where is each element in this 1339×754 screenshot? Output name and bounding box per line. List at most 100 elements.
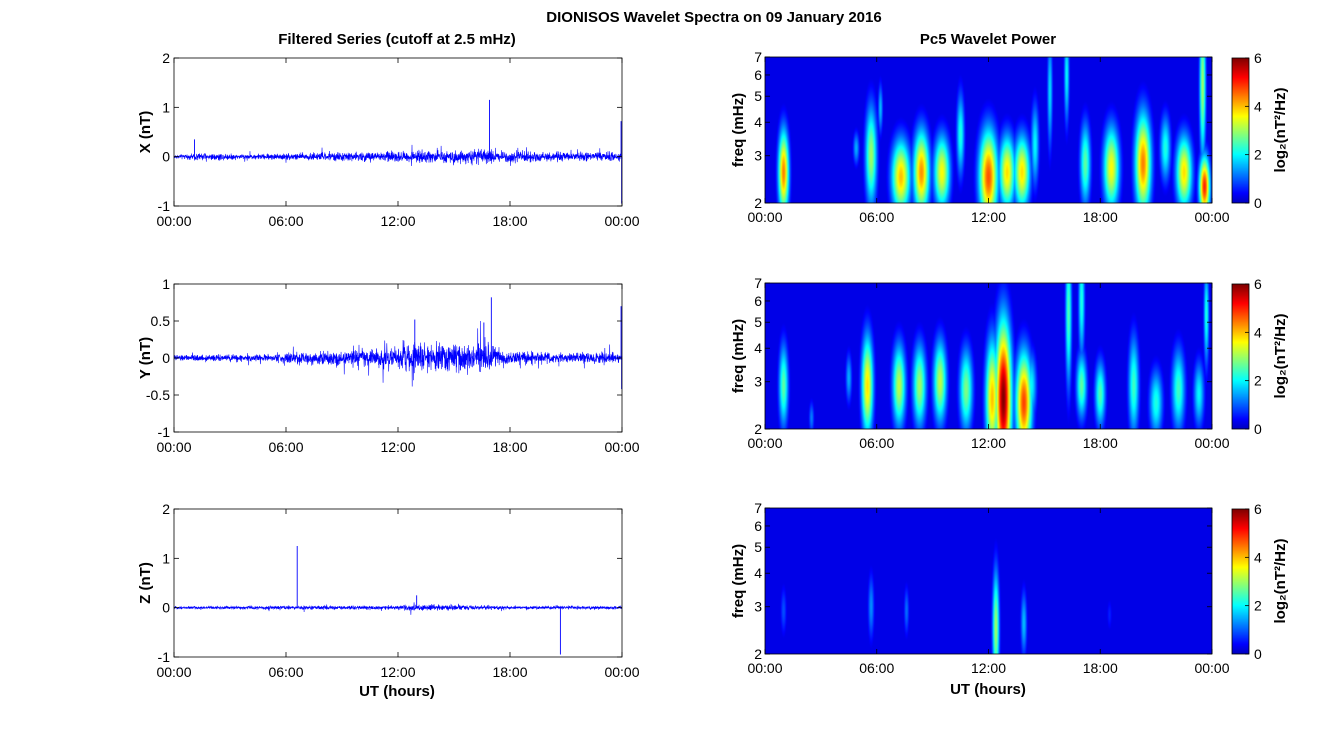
y-wavelet-panel: 2 3 4 5 6 7 00:00 06:00 12:00 18:00 00:00 freq (mHz… — [730, 275, 1289, 451]
x-series-xtick-label: 00:00 — [156, 213, 191, 229]
x-wavelet-heatmap — [765, 57, 1212, 203]
x-series-ytick-label: 2 — [162, 50, 170, 66]
y-wavelet-xtick-label: 06:00 — [859, 435, 894, 451]
z-wavelet-xtick-label: 12:00 — [971, 660, 1006, 676]
z-colorbar — [1232, 509, 1249, 654]
x-wavelet-xtick-label: 00:00 — [1194, 209, 1229, 225]
x-series-axes — [173, 57, 623, 207]
x-series-ytick-label: 0 — [162, 149, 170, 165]
z-series-xtick-label: 18:00 — [492, 664, 527, 680]
z-series-xtick-label: 06:00 — [268, 664, 303, 680]
z-colorbar-tick-label: 2 — [1254, 598, 1262, 614]
y-wavelet-ytick-label: 6 — [754, 293, 762, 309]
z-series-panel: -1 0 1 2 00:00 06:00 12:00 18:00 00:00 Z (nT) — [137, 501, 640, 680]
y-series-xtick-label: 18:00 — [492, 439, 527, 455]
z-wavelet-ytick-label: 6 — [754, 518, 762, 534]
y-series-ylabel: Y (nT) — [137, 337, 154, 379]
y-wavelet-ytick-label: 5 — [754, 314, 762, 330]
z-wavelet-ytick-label: 2 — [754, 646, 762, 662]
z-wavelet-ytick-label: 4 — [754, 565, 762, 581]
x-series-panel: -1 0 1 2 00:00 06:00 12:00 18:00 00:00 X (nT) — [137, 50, 640, 229]
z-wavelet-xtick-label: 18:00 — [1083, 660, 1118, 676]
x-wavelet-xtick-label: 12:00 — [971, 209, 1006, 225]
x-colorbar-tick-label: 2 — [1254, 147, 1262, 163]
y-series-ytick-label: 1 — [162, 276, 170, 292]
y-series-trace — [173, 320, 623, 387]
z-colorbar-frame — [1231, 508, 1250, 655]
z-wavelet-heatmap — [765, 508, 1212, 654]
y-wavelet-ytick-label: 4 — [754, 340, 762, 356]
y-series-xtick-label: 06:00 — [268, 439, 303, 455]
z-colorbar-tick-label: 6 — [1254, 501, 1262, 517]
x-wavelet-xtick-label: 18:00 — [1083, 209, 1118, 225]
y-wavelet-ytick-label: 2 — [754, 421, 762, 437]
z-colorbar-label: log₂(nT²/Hz) — [1272, 539, 1289, 624]
x-wavelet-ytick-label: 6 — [754, 67, 762, 83]
z-series-ylabel: Z (nT) — [137, 562, 154, 604]
x-wavelet-ytick-label: 3 — [754, 148, 762, 164]
x-wavelet-xtick-label: 00:00 — [747, 209, 782, 225]
y-series-panel: -1 -0.5 0 0.5 1 00:00 06:00 12:00 18:00 00:00 Y (n… — [137, 276, 640, 455]
y-series-ytick-label: 0 — [162, 350, 170, 366]
z-series-ytick-label: -1 — [158, 649, 171, 665]
left-xlabel: UT (hours) — [359, 683, 435, 700]
y-series-xtick-label: 00:00 — [156, 439, 191, 455]
x-wavelet-ytick-label: 5 — [754, 88, 762, 104]
y-wavelet-ytick-label: 3 — [754, 374, 762, 390]
x-wavelet-ytick-label: 4 — [754, 114, 762, 130]
x-series-trace — [173, 144, 623, 166]
right-xlabel: UT (hours) — [950, 681, 1026, 698]
y-wavelet-ytick-label: 7 — [754, 275, 762, 291]
z-wavelet-ytick-label: 3 — [754, 599, 762, 615]
right-column-title: Pc5 Wavelet Power — [920, 31, 1056, 48]
y-series-ytick-label: -1 — [158, 424, 171, 440]
y-wavelet-xtick-label: 18:00 — [1083, 435, 1118, 451]
y-colorbar-tick-label: 2 — [1254, 373, 1262, 389]
y-series-xtick-label: 00:00 — [604, 439, 639, 455]
y-series-ytick-label: 0.5 — [151, 313, 171, 329]
x-colorbar-tick-label: 0 — [1254, 195, 1262, 211]
x-colorbar-tick-label: 4 — [1254, 98, 1262, 114]
z-wavelet-xtick-label: 06:00 — [859, 660, 894, 676]
y-colorbar-tick-label: 0 — [1254, 421, 1262, 437]
x-series-ytick-label: -1 — [158, 198, 171, 214]
x-colorbar-tick-label: 6 — [1254, 50, 1262, 66]
x-wavelet-ylabel: freq (mHz) — [730, 93, 747, 167]
x-series-ylabel: X (nT) — [137, 111, 154, 154]
y-colorbar-label: log₂(nT²/Hz) — [1272, 314, 1289, 399]
z-series-trace — [173, 602, 623, 615]
x-series-xtick-label: 06:00 — [268, 213, 303, 229]
z-series-ytick-label: 1 — [162, 550, 170, 566]
x-colorbar-label: log₂(nT²/Hz) — [1272, 88, 1289, 173]
y-series-ytick-label: -0.5 — [146, 387, 170, 403]
z-series-xtick-label: 12:00 — [380, 664, 415, 680]
z-wavelet-panel: 2 3 4 5 6 7 00:00 06:00 12:00 18:00 00:00 freq (mHz… — [730, 500, 1289, 676]
z-wavelet-xtick-label: 00:00 — [747, 660, 782, 676]
y-colorbar — [1232, 284, 1249, 429]
x-colorbar-frame — [1231, 57, 1250, 204]
z-wavelet-ytick-label: 5 — [754, 539, 762, 555]
left-column-title: Filtered Series (cutoff at 2.5 mHz) — [278, 31, 516, 48]
x-series-ytick-label: 1 — [162, 99, 170, 115]
z-colorbar-tick-label: 0 — [1254, 646, 1262, 662]
y-series-xtick-label: 12:00 — [380, 439, 415, 455]
z-series-axes — [173, 508, 623, 658]
z-wavelet-xtick-label: 00:00 — [1194, 660, 1229, 676]
z-colorbar-tick-label: 4 — [1254, 549, 1262, 565]
x-wavelet-xtick-label: 06:00 — [859, 209, 894, 225]
y-colorbar-tick-label: 4 — [1254, 324, 1262, 340]
x-series-xtick-label: 00:00 — [604, 213, 639, 229]
y-wavelet-xtick-label: 00:00 — [1194, 435, 1229, 451]
y-wavelet-heatmap — [765, 283, 1212, 429]
y-wavelet-xtick-label: 12:00 — [971, 435, 1006, 451]
x-wavelet-panel: 2 3 4 5 6 7 00:00 06:00 12:00 18:00 00:00 freq (mHz… — [730, 49, 1289, 225]
z-series-ytick-label: 2 — [162, 501, 170, 517]
z-wavelet-ylabel: freq (mHz) — [730, 544, 747, 618]
x-series-xtick-label: 12:00 — [380, 213, 415, 229]
z-wavelet-ytick-label: 7 — [754, 500, 762, 516]
z-series-xtick-label: 00:00 — [156, 664, 191, 680]
y-wavelet-ylabel: freq (mHz) — [730, 319, 747, 393]
figure-title: DIONISOS Wavelet Spectra on 09 January 2… — [546, 9, 881, 26]
